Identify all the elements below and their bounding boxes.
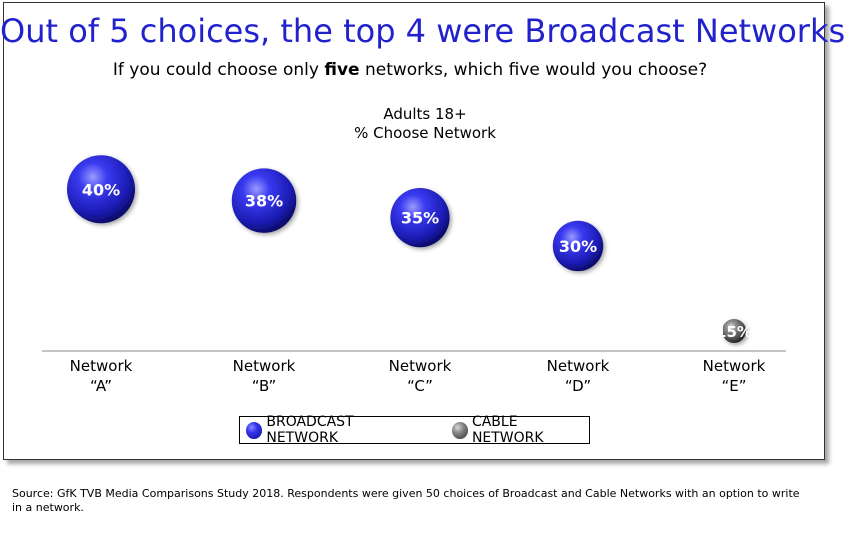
broadcast-swatch-icon <box>246 421 263 439</box>
x-tick-label: Network <box>70 357 133 375</box>
x-tick-label: Network <box>547 357 610 375</box>
subtitle-suffix: networks, which five would you choose? <box>359 60 708 80</box>
x-tick-label: “C” <box>407 377 433 395</box>
bubble-d <box>552 220 604 272</box>
subtitle-bold: five <box>324 60 360 80</box>
x-tick-label: “A” <box>90 377 112 395</box>
x-tick-label: Network <box>703 357 766 375</box>
bubble-value-label: 40% <box>82 180 120 199</box>
bubble-chart: 40% Network “A” 38% Network “B” 35% Network “C” 3… <box>42 155 786 395</box>
x-tick-label: Network <box>389 357 452 375</box>
legend-item-broadcast: BROADCAST NETWORK <box>240 414 424 446</box>
caption-measure: % Choose Network <box>354 124 496 142</box>
x-tick-label: “D” <box>565 377 591 395</box>
caption-audience: Adults 18+ <box>383 105 467 123</box>
x-tick-label: “E” <box>721 377 746 395</box>
bubble-a <box>67 155 135 224</box>
legend-label-cable: CABLE NETWORK <box>471 414 544 446</box>
bubble-value-label: 35% <box>401 209 439 228</box>
bubble-c <box>390 188 450 248</box>
chart-subtitle: If you could choose only five networks, … <box>0 60 820 80</box>
subtitle-prefix: If you could choose only <box>112 60 325 80</box>
chart-legend: BROADCAST NETWORK CABLE NETWORK <box>239 414 590 446</box>
bubble-b <box>231 168 297 233</box>
legend-item-cable: CABLE NETWORK <box>446 414 589 446</box>
chart-title: Out of 5 choices, the top 4 were Broadca… <box>0 12 846 50</box>
bubble-value-label: 30% <box>559 237 597 256</box>
bubble-e <box>722 319 746 343</box>
bubble-value-label: 15% <box>716 323 752 341</box>
legend-label-broadcast: BROADCAST NETWORK <box>266 414 354 446</box>
x-tick-label: Network <box>233 357 296 375</box>
bubble-value-label: 38% <box>245 192 283 211</box>
x-tick-label: “B” <box>252 377 277 395</box>
cable-swatch-icon <box>451 421 468 439</box>
source-note: Source: GfK TVB Media Comparisons Study … <box>12 487 800 514</box>
